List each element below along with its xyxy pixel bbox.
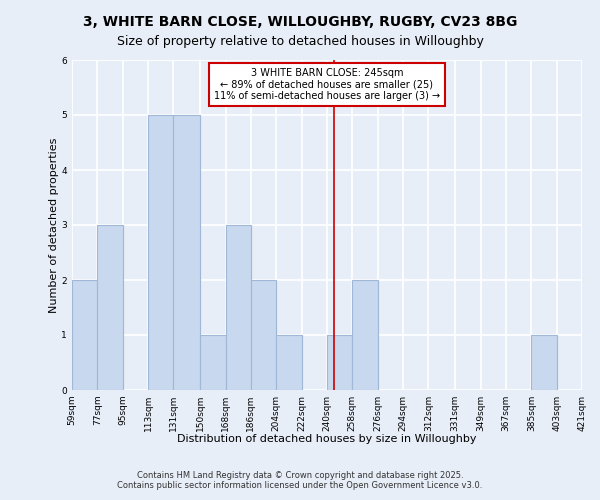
Bar xyxy=(97,225,123,390)
Bar xyxy=(276,335,302,390)
Bar xyxy=(173,115,200,390)
Bar xyxy=(276,335,302,390)
Bar xyxy=(251,280,276,390)
Bar xyxy=(251,280,276,390)
Bar xyxy=(226,225,251,390)
Y-axis label: Number of detached properties: Number of detached properties xyxy=(49,138,59,312)
Bar xyxy=(327,335,352,390)
Bar xyxy=(72,280,97,390)
Text: Contains HM Land Registry data © Crown copyright and database right 2025.
Contai: Contains HM Land Registry data © Crown c… xyxy=(118,470,482,490)
Bar xyxy=(226,225,251,390)
Bar xyxy=(200,335,226,390)
Bar xyxy=(72,280,97,390)
Text: Size of property relative to detached houses in Willoughby: Size of property relative to detached ho… xyxy=(116,35,484,48)
Bar xyxy=(327,335,352,390)
Bar xyxy=(148,115,173,390)
Bar xyxy=(352,280,378,390)
Bar xyxy=(97,225,123,390)
Bar xyxy=(173,115,200,390)
Bar xyxy=(200,335,226,390)
X-axis label: Distribution of detached houses by size in Willoughby: Distribution of detached houses by size … xyxy=(177,434,477,444)
Bar xyxy=(531,335,557,390)
Bar xyxy=(352,280,378,390)
Text: 3, WHITE BARN CLOSE, WILLOUGHBY, RUGBY, CV23 8BG: 3, WHITE BARN CLOSE, WILLOUGHBY, RUGBY, … xyxy=(83,15,517,29)
Text: 3 WHITE BARN CLOSE: 245sqm
← 89% of detached houses are smaller (25)
11% of semi: 3 WHITE BARN CLOSE: 245sqm ← 89% of deta… xyxy=(214,68,440,102)
Bar xyxy=(531,335,557,390)
Bar xyxy=(148,115,173,390)
